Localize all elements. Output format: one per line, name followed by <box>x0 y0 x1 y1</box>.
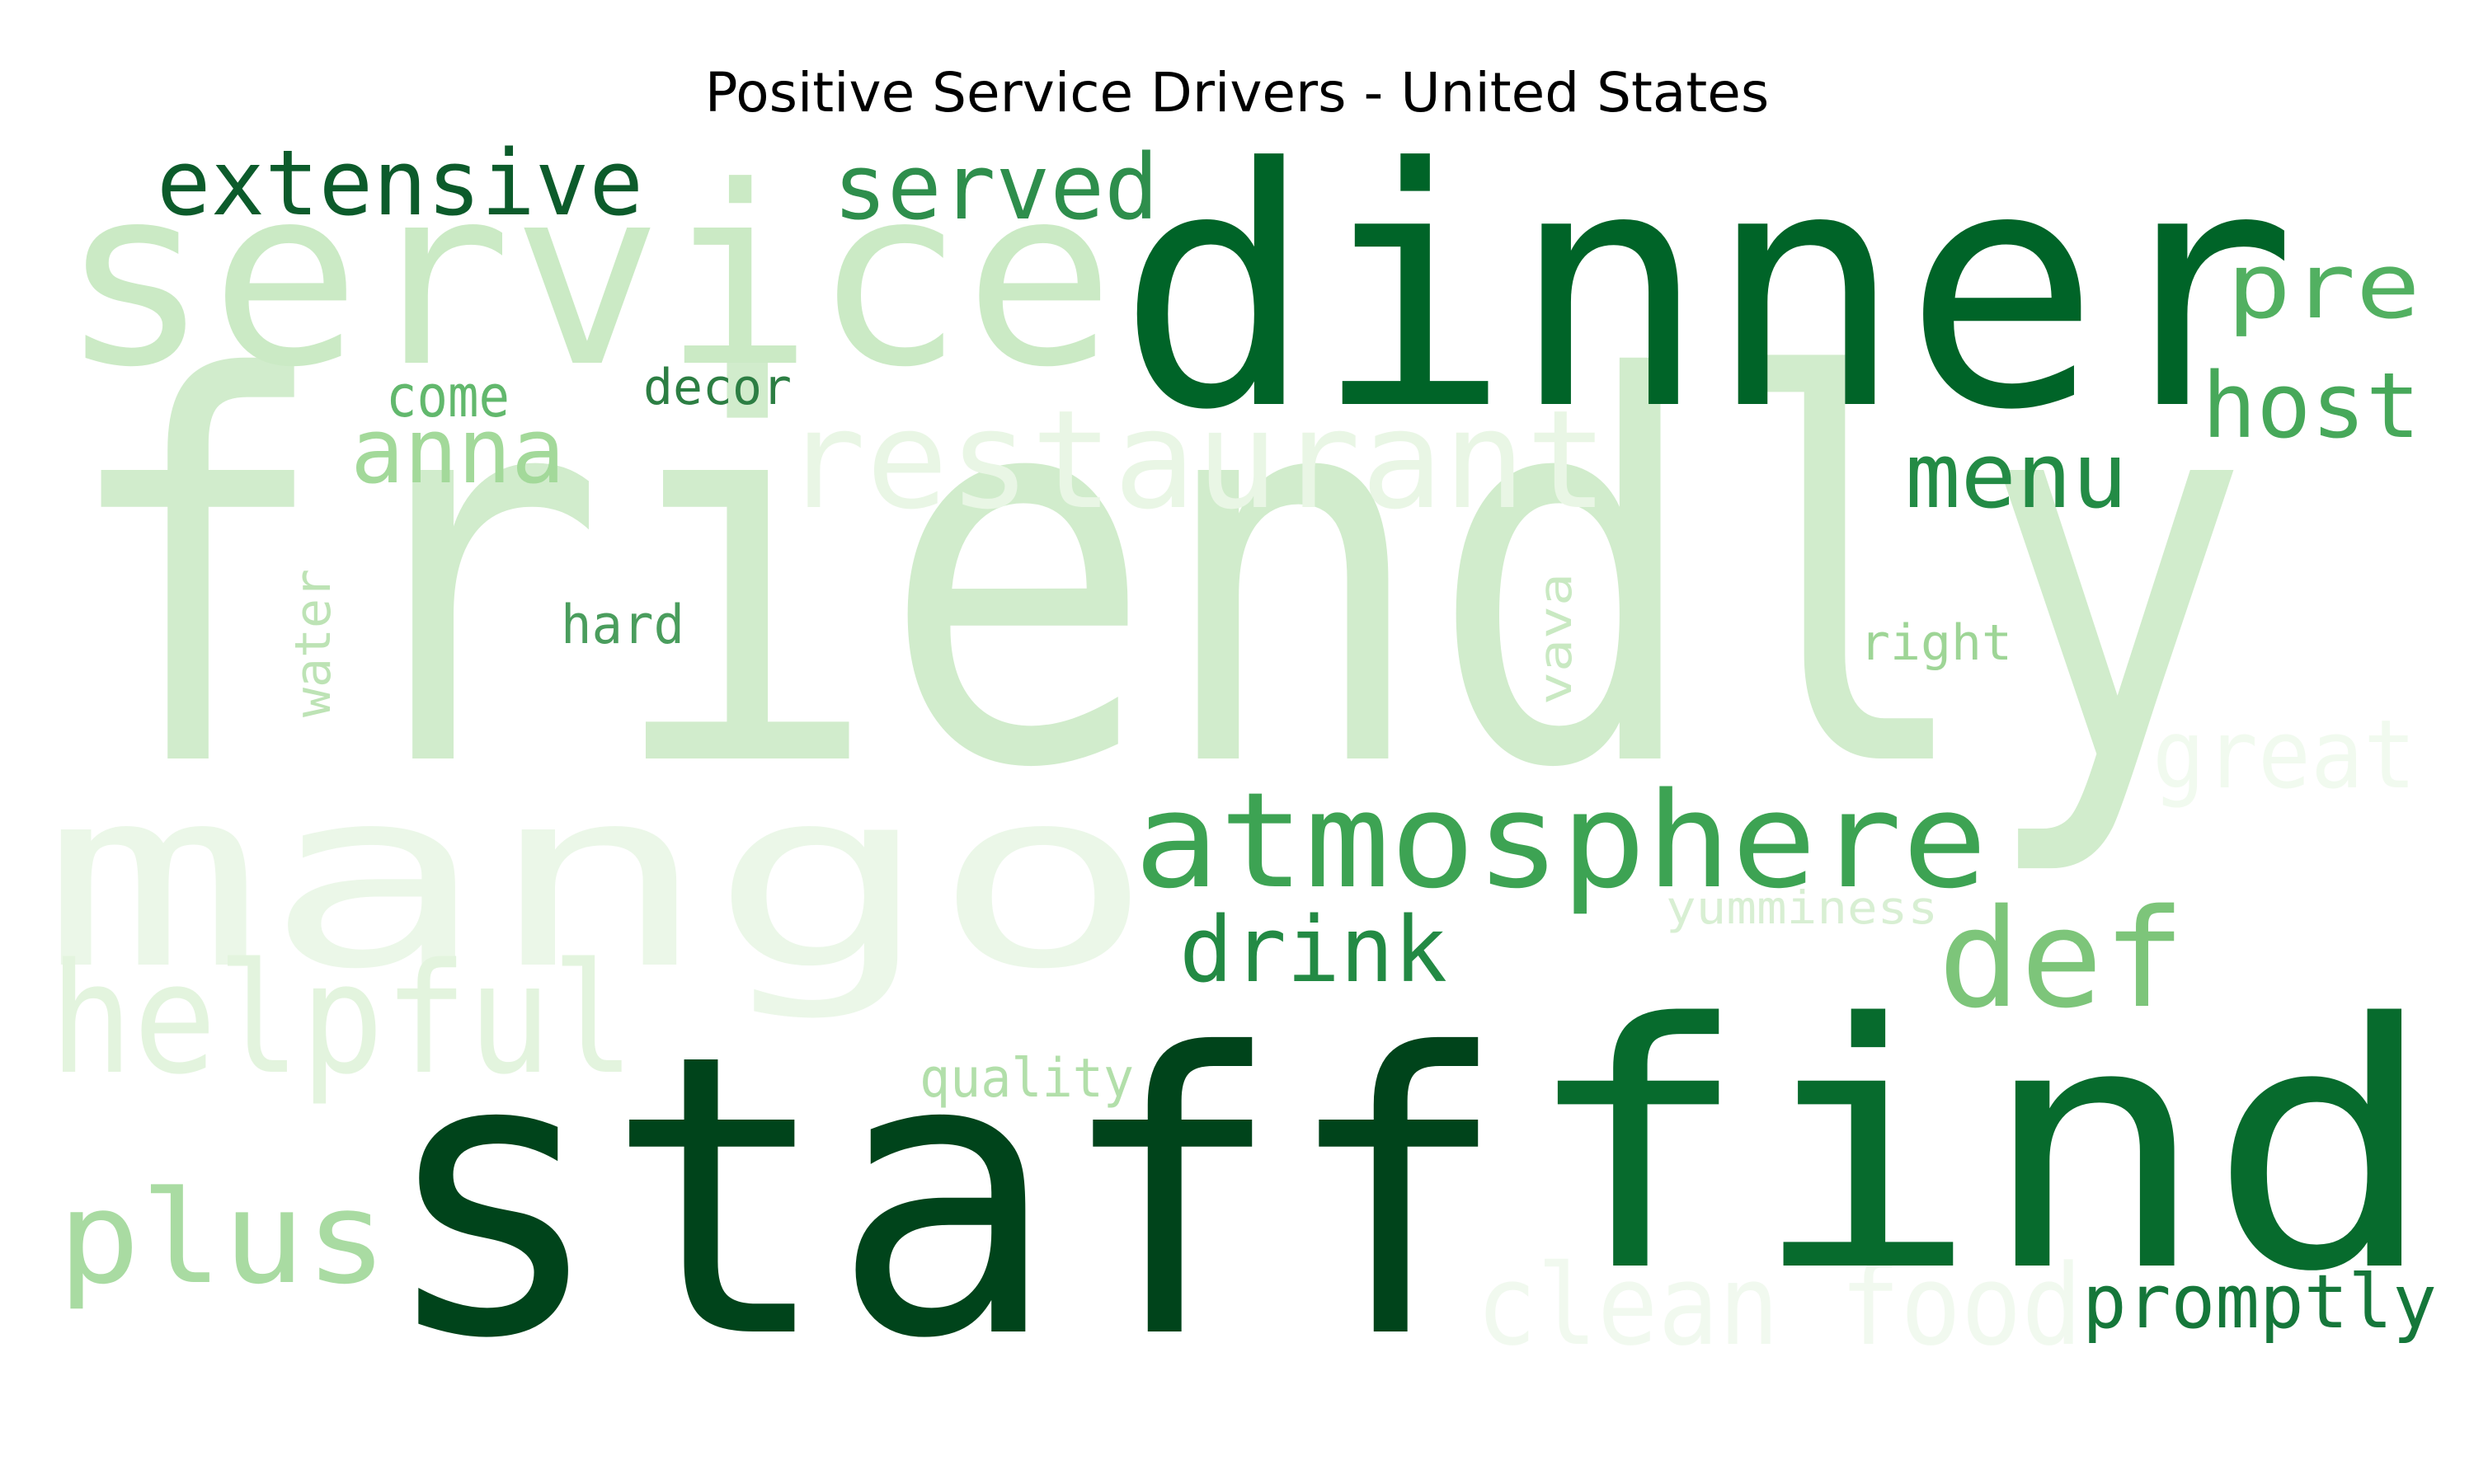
word-restaurant: restaurant <box>783 381 1608 539</box>
word-yumminess: yumminess <box>1666 881 1938 934</box>
word-extensive: extensive <box>157 130 643 236</box>
word-host: host <box>2202 353 2420 458</box>
word-quality: quality <box>920 1048 1134 1110</box>
word-pre: pre <box>2227 233 2420 339</box>
word-mango: mango <box>41 735 1155 1023</box>
word-served: served <box>833 134 1159 240</box>
word-dinner: dinner <box>1117 99 2297 482</box>
word-come: come <box>386 363 510 430</box>
word-staff: staff <box>379 972 1509 1423</box>
word-clean-food: clean food <box>1476 1241 2082 1370</box>
word-service: service <box>59 134 1115 421</box>
word-atmosphere: atmosphere <box>1134 763 1987 918</box>
word-helpful: helpful <box>49 930 635 1108</box>
word-plus: plus <box>58 1163 388 1313</box>
word-menu: menu <box>1905 423 2128 528</box>
word-hard: hard <box>561 594 684 656</box>
word-water: water <box>285 569 342 717</box>
word-great: great <box>2152 700 2416 810</box>
word-drink: drink <box>1179 897 1447 1003</box>
word-find: find <box>1522 951 2437 1345</box>
chart-title: Positive Service Drivers - United States <box>704 61 1770 124</box>
word-decor: decor <box>643 359 792 416</box>
word-vava: vava <box>1529 573 1582 705</box>
word-right: right <box>1860 614 2012 672</box>
word-friendly: friendly <box>58 269 2251 883</box>
word-def: def <box>1938 880 2185 1038</box>
word-promptly: promptly <box>2082 1259 2437 1345</box>
word-anna: anna <box>350 398 565 504</box>
